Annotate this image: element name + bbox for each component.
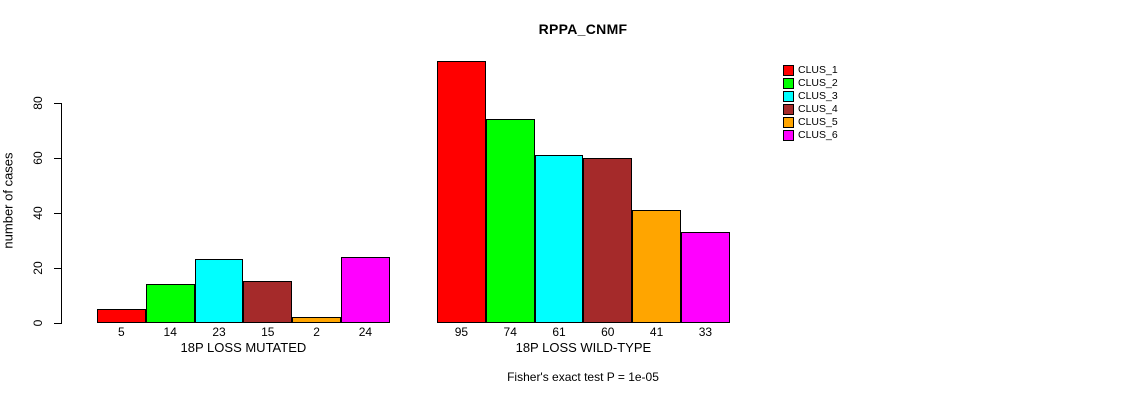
legend-label: CLUS_2: [798, 77, 838, 89]
bar-value-label: 5: [118, 325, 125, 339]
y-axis: [61, 102, 62, 324]
bar-value-label: 15: [261, 325, 275, 339]
bar-clus_3-group2: [534, 154, 584, 323]
legend-item: CLUS_2: [783, 77, 838, 90]
footnote: Fisher's exact test P = 1e-05: [507, 370, 659, 384]
bar-clus_5-group1: [292, 317, 341, 323]
legend-item: CLUS_6: [783, 129, 838, 142]
bar-value-label: 60: [601, 325, 615, 339]
y-axis-tick-label: 20: [31, 260, 45, 275]
bar-value-label: 61: [552, 325, 566, 339]
legend-item: CLUS_4: [783, 103, 838, 116]
legend-swatch-clus_3: [783, 91, 794, 102]
bar-value-label: 41: [649, 325, 664, 339]
bar-value-label: 23: [212, 325, 226, 339]
legend-swatch-clus_1: [783, 65, 794, 76]
bar-value-label: 24: [358, 325, 373, 339]
bar-clus_4-group1: [243, 281, 293, 323]
y-axis-tick: [54, 267, 61, 269]
legend-label: CLUS_3: [798, 90, 838, 102]
y-axis-tick: [54, 322, 61, 324]
bar-clus_5-group2: [632, 209, 681, 323]
bar-clus_2-group1: [145, 284, 195, 323]
legend-item: CLUS_3: [783, 90, 838, 103]
bar-clus_6-group1: [341, 256, 390, 323]
bar-clus_2-group2: [485, 119, 535, 323]
legend-item: CLUS_1: [783, 64, 838, 77]
y-axis-tick-label: 40: [31, 205, 45, 220]
bar-clus_1-group1: [97, 308, 146, 323]
bar-clus_4-group2: [583, 157, 633, 323]
legend-swatch-clus_5: [783, 117, 794, 128]
bar-value-label: 74: [503, 325, 517, 339]
y-axis-label: number of cases: [0, 152, 16, 249]
bar-value-label: 2: [313, 325, 320, 339]
legend-item: CLUS_5: [783, 116, 838, 129]
y-axis-tick: [54, 212, 61, 214]
legend-swatch-clus_6: [783, 130, 794, 141]
bar-value-label: 33: [698, 325, 713, 339]
legend-swatch-clus_2: [783, 78, 794, 89]
legend-swatch-clus_4: [783, 104, 794, 115]
bar-clus_1-group2: [437, 61, 486, 323]
y-axis-tick-label: 60: [31, 150, 45, 165]
y-axis-tick-label: 0: [31, 319, 45, 326]
bar-clus_6-group2: [681, 231, 730, 323]
legend-label: CLUS_4: [798, 103, 838, 115]
bar-clus_3-group1: [194, 259, 244, 323]
bar-value-label: 14: [163, 325, 177, 339]
legend: CLUS_1 CLUS_2 CLUS_3 CLUS_4 CLUS_5 CLUS_6: [783, 64, 838, 142]
bar-value-label: 95: [454, 325, 469, 339]
legend-label: CLUS_5: [798, 116, 838, 128]
legend-label: CLUS_1: [798, 64, 838, 76]
y-axis-tick: [54, 102, 61, 104]
chart-title: RPPA_CNMF: [538, 21, 628, 37]
y-axis-tick-label: 80: [31, 95, 45, 110]
x-axis-group-label: 18P LOSS MUTATED: [180, 340, 307, 355]
legend-label: CLUS_6: [798, 129, 838, 141]
y-axis-tick: [54, 157, 61, 159]
x-axis-group-label: 18P LOSS WILD-TYPE: [515, 340, 652, 355]
